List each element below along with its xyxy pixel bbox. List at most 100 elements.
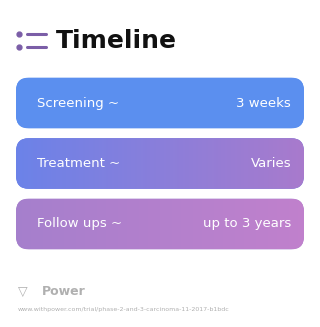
Bar bbox=[225, 138, 227, 189]
Bar bbox=[300, 77, 302, 128]
Bar bbox=[51, 77, 52, 128]
Bar bbox=[116, 199, 118, 249]
Bar bbox=[223, 138, 225, 189]
Bar bbox=[279, 199, 281, 249]
Bar bbox=[277, 77, 279, 128]
Bar bbox=[227, 138, 229, 189]
Bar bbox=[87, 77, 89, 128]
Bar bbox=[18, 77, 20, 128]
Bar bbox=[221, 199, 223, 249]
Bar bbox=[243, 199, 244, 249]
Bar bbox=[49, 199, 51, 249]
Bar bbox=[277, 138, 279, 189]
Bar bbox=[102, 77, 104, 128]
Bar bbox=[95, 199, 97, 249]
Bar bbox=[22, 138, 24, 189]
Bar bbox=[256, 199, 258, 249]
Bar bbox=[60, 138, 62, 189]
Bar bbox=[131, 77, 133, 128]
Bar bbox=[110, 199, 112, 249]
Bar bbox=[35, 199, 37, 249]
Bar bbox=[68, 138, 70, 189]
Bar bbox=[51, 199, 52, 249]
Bar bbox=[170, 199, 172, 249]
Bar bbox=[102, 199, 104, 249]
Bar bbox=[20, 138, 22, 189]
Bar bbox=[47, 199, 49, 249]
Bar bbox=[196, 199, 198, 249]
Bar bbox=[214, 199, 216, 249]
Bar bbox=[93, 199, 95, 249]
Bar bbox=[60, 77, 62, 128]
Bar bbox=[133, 77, 135, 128]
Bar bbox=[175, 199, 177, 249]
Bar bbox=[191, 77, 193, 128]
Bar bbox=[246, 199, 248, 249]
Bar bbox=[279, 138, 281, 189]
Bar bbox=[268, 77, 269, 128]
Bar bbox=[193, 199, 195, 249]
Bar bbox=[43, 199, 45, 249]
Bar bbox=[148, 199, 150, 249]
Bar bbox=[124, 77, 125, 128]
Bar bbox=[100, 138, 102, 189]
Bar bbox=[143, 77, 145, 128]
Bar bbox=[26, 199, 28, 249]
Bar bbox=[24, 138, 26, 189]
Bar bbox=[162, 199, 164, 249]
Bar bbox=[244, 77, 246, 128]
Bar bbox=[143, 138, 145, 189]
Bar bbox=[139, 77, 141, 128]
Bar bbox=[156, 77, 158, 128]
Bar bbox=[250, 199, 252, 249]
Bar bbox=[99, 199, 100, 249]
Bar bbox=[114, 77, 116, 128]
Bar bbox=[85, 77, 87, 128]
Bar bbox=[120, 199, 122, 249]
Bar bbox=[18, 138, 20, 189]
Bar bbox=[248, 77, 250, 128]
Bar bbox=[64, 77, 66, 128]
Text: Power: Power bbox=[42, 284, 85, 298]
Bar bbox=[296, 199, 298, 249]
Bar bbox=[248, 138, 250, 189]
Bar bbox=[250, 138, 252, 189]
Bar bbox=[127, 138, 129, 189]
Bar bbox=[287, 77, 289, 128]
Bar bbox=[122, 199, 124, 249]
Bar bbox=[62, 138, 64, 189]
Bar bbox=[185, 138, 187, 189]
Bar bbox=[289, 138, 291, 189]
Bar bbox=[256, 77, 258, 128]
Bar bbox=[70, 138, 72, 189]
Bar bbox=[106, 199, 108, 249]
Bar bbox=[18, 199, 20, 249]
Bar bbox=[262, 77, 264, 128]
Bar bbox=[87, 199, 89, 249]
Bar bbox=[206, 199, 208, 249]
Bar bbox=[187, 138, 189, 189]
Bar bbox=[283, 77, 285, 128]
Bar bbox=[147, 77, 148, 128]
Bar bbox=[269, 77, 271, 128]
Bar bbox=[135, 138, 137, 189]
Bar bbox=[100, 77, 102, 128]
Bar bbox=[156, 138, 158, 189]
Bar bbox=[208, 138, 210, 189]
Bar bbox=[118, 138, 120, 189]
Bar bbox=[154, 199, 156, 249]
Bar bbox=[76, 138, 77, 189]
Text: up to 3 years: up to 3 years bbox=[203, 217, 291, 231]
Bar bbox=[196, 77, 198, 128]
Text: Treatment ~: Treatment ~ bbox=[37, 157, 120, 170]
Bar bbox=[129, 138, 131, 189]
Bar bbox=[166, 199, 168, 249]
Bar bbox=[74, 138, 76, 189]
Bar bbox=[76, 199, 77, 249]
Bar bbox=[294, 199, 296, 249]
Bar bbox=[243, 138, 244, 189]
Bar bbox=[292, 199, 294, 249]
Bar bbox=[152, 77, 154, 128]
Bar bbox=[281, 77, 283, 128]
Bar bbox=[237, 199, 239, 249]
